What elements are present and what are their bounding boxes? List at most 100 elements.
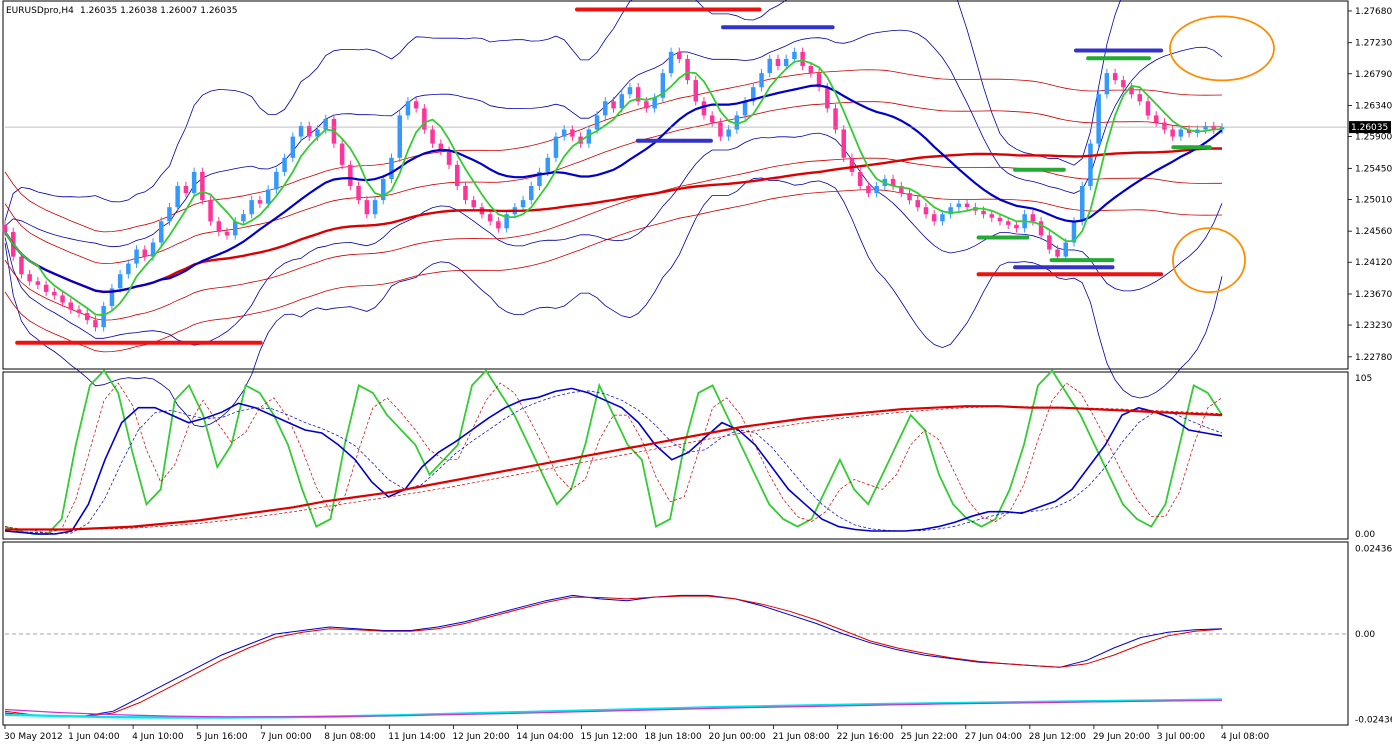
candle-body: [619, 94, 624, 109]
candle-body: [422, 108, 427, 130]
candle-body: [792, 51, 797, 59]
candle-body: [553, 136, 559, 158]
candle-body: [348, 164, 353, 186]
candle-body: [85, 313, 90, 321]
candle-body: [899, 186, 904, 194]
oscillator-panel-frame: [2, 541, 1349, 726]
candle-body: [808, 66, 814, 74]
candle-body: [405, 101, 411, 116]
candle-body: [175, 186, 180, 208]
candle-body: [964, 203, 970, 208]
candle-body: [890, 178, 896, 186]
price-axis-label: 1.24120: [1355, 258, 1392, 268]
current-price-label: 1.26035: [1351, 123, 1388, 133]
time-axis-label: 22 Jun 16:00: [837, 732, 894, 742]
candle-body: [570, 129, 575, 137]
candle-body: [356, 186, 361, 201]
candle-body: [874, 186, 879, 194]
candle-body: [109, 288, 115, 306]
stochastic-line-0: [4, 369, 1223, 535]
candle-body: [413, 101, 419, 109]
candle-body: [307, 126, 312, 137]
price-axis-label: 1.27680: [1355, 7, 1392, 17]
candle-body: [1186, 129, 1192, 133]
candle-body: [693, 80, 698, 102]
candle-body: [759, 73, 764, 88]
price-axis-label: 1.22780: [1355, 353, 1392, 363]
candle-body: [586, 129, 592, 144]
candle-body: [60, 295, 65, 303]
candle-body: [677, 51, 682, 59]
candle-body: [833, 108, 838, 130]
price-axis-label: 1.25010: [1355, 195, 1392, 205]
time-axis-label: 25 Jun 22:00: [901, 732, 958, 742]
candle-body: [561, 129, 567, 137]
candle-body: [1047, 235, 1052, 250]
candle-body: [545, 157, 550, 172]
time-axis-label: 11 Jun 14:00: [388, 732, 445, 742]
candle-body: [496, 221, 501, 229]
time-axis-label: 4 Jun 10:00: [132, 732, 184, 742]
candle-body: [866, 186, 871, 194]
candle-body: [93, 320, 98, 328]
candle-body: [668, 51, 674, 74]
oscillator-axis-label: 0.00: [1355, 630, 1375, 640]
stochastic-axis-label: 0.00: [1355, 530, 1375, 540]
candle-body: [1219, 127, 1225, 130]
candle-body: [1129, 87, 1134, 95]
orange-highlight-circle-top: [1169, 15, 1275, 82]
candle-body: [644, 101, 649, 109]
candle-body: [200, 171, 205, 201]
candle-body: [1080, 186, 1085, 222]
candle-body: [1137, 94, 1142, 102]
candle-body: [726, 129, 731, 137]
candle-body: [372, 200, 378, 215]
candle-body: [216, 221, 222, 232]
candle-body: [775, 58, 781, 66]
candle-body: [520, 200, 526, 208]
price-axis-label: 1.25450: [1355, 164, 1392, 174]
candle-body: [339, 143, 345, 165]
price-axis-label: 1.25900: [1355, 133, 1392, 143]
candle-body: [471, 200, 476, 208]
price-axis-label: 1.23230: [1355, 321, 1392, 331]
candle-body: [68, 302, 73, 310]
red-moving-average: [4, 147, 1223, 294]
green-moving-average: [4, 59, 1223, 317]
oscillator-line-3: [4, 699, 1223, 718]
blue-moving-average: [4, 84, 1223, 294]
candle-body: [1014, 224, 1019, 229]
candle-body: [1162, 122, 1167, 130]
candle-body: [1145, 101, 1151, 116]
candle-body: [290, 136, 296, 158]
candle-body: [126, 263, 131, 275]
red-envelope-upper-1: [4, 69, 1223, 233]
candle-body: [167, 207, 172, 222]
stochastic-line-1: [4, 387, 1223, 535]
candle-body: [1055, 249, 1060, 257]
candle-body: [1112, 73, 1118, 81]
stochastic-panel-frame: [2, 371, 1349, 540]
price-axis-label: 1.26340: [1355, 102, 1392, 112]
oscillator-line-2: [4, 698, 1223, 719]
candle-body: [101, 306, 106, 328]
candle-body: [504, 214, 509, 229]
current-price-tag: [1349, 121, 1391, 134]
candle-body: [907, 193, 912, 201]
candle-body: [1038, 221, 1044, 236]
candle-body: [611, 101, 616, 109]
candle-body: [956, 203, 962, 208]
candle-body: [389, 157, 394, 179]
candle-body: [265, 189, 271, 204]
candle-body: [685, 58, 690, 81]
candle-body: [537, 171, 542, 186]
time-axis-label: 27 Jun 04:00: [965, 732, 1022, 742]
orange-highlight-circle-bottom: [1172, 227, 1246, 294]
candle-body: [282, 157, 287, 172]
time-axis-label: 1 Jun 04:00: [68, 732, 120, 742]
candle-body: [981, 210, 986, 215]
candle-body: [948, 207, 953, 215]
candle-body: [315, 129, 320, 137]
